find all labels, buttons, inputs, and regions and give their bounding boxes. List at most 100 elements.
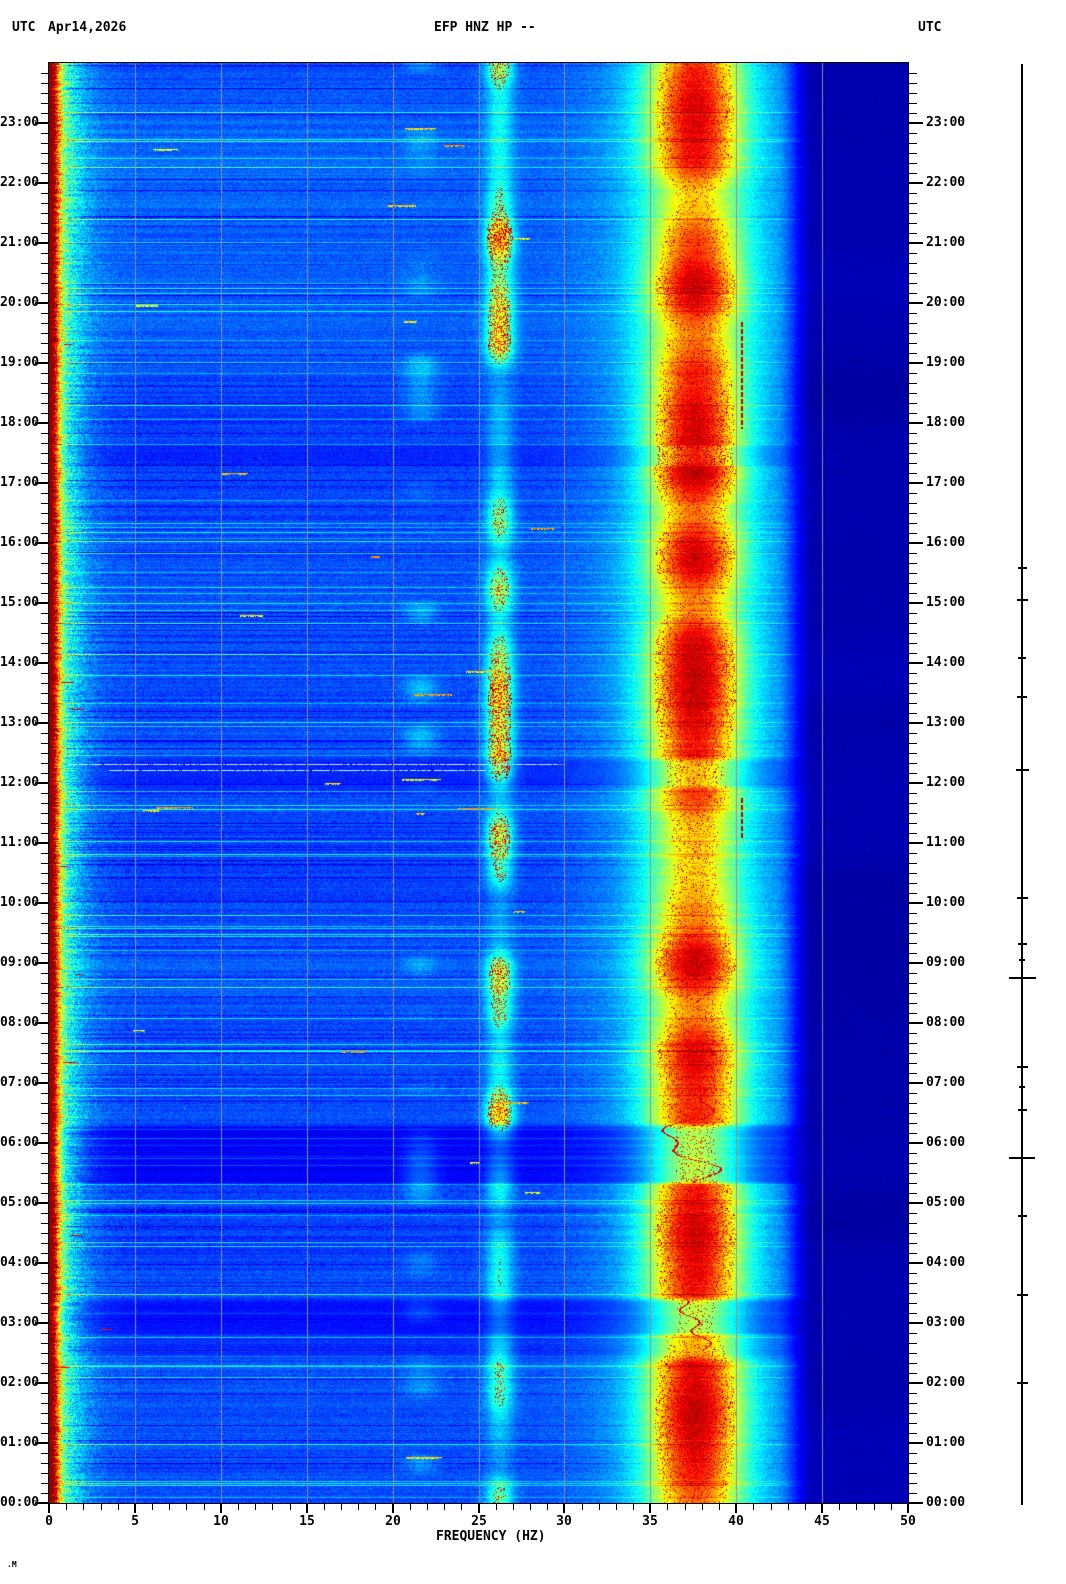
- hour-label-right: 08:00: [926, 1015, 966, 1030]
- freq-tick-major: [821, 1504, 823, 1513]
- minute-tick: [909, 393, 917, 394]
- minute-tick: [909, 1013, 917, 1014]
- hour-label-right: 09:00: [926, 955, 966, 970]
- minute-tick: [41, 1223, 49, 1224]
- minute-tick: [41, 793, 49, 794]
- minute-tick: [909, 983, 917, 984]
- minute-tick: [41, 163, 49, 164]
- minute-tick: [909, 133, 917, 134]
- minute-tick: [909, 253, 917, 254]
- hour-tick: [35, 1022, 49, 1024]
- minute-tick: [909, 403, 917, 404]
- minute-tick: [41, 73, 49, 74]
- minute-tick: [909, 1483, 917, 1484]
- hour-tick: [35, 782, 49, 784]
- minute-tick: [909, 1453, 917, 1454]
- minute-tick: [41, 513, 49, 514]
- hour-tick: [909, 902, 923, 904]
- minute-tick: [909, 83, 917, 84]
- minute-tick: [909, 823, 917, 824]
- hour-tick: [35, 1262, 49, 1264]
- minute-tick: [909, 263, 917, 264]
- minute-tick: [909, 273, 917, 274]
- hour-label-left: 05:00: [0, 1195, 40, 1210]
- minute-tick: [909, 773, 917, 774]
- minute-tick: [909, 973, 917, 974]
- hour-label-right: 11:00: [926, 835, 966, 850]
- minute-tick: [909, 1423, 917, 1424]
- amplitude-trace-mark: [1009, 1157, 1035, 1159]
- freq-tick-minor: [461, 1504, 462, 1510]
- hour-label-right: 01:00: [926, 1435, 966, 1450]
- hour-tick: [35, 722, 49, 724]
- freq-tick-minor: [186, 1504, 187, 1510]
- minute-tick: [909, 1163, 917, 1164]
- minute-tick: [909, 633, 917, 634]
- minute-tick: [41, 333, 49, 334]
- hour-tick: [35, 482, 49, 484]
- minute-tick: [909, 1393, 917, 1394]
- freq-tick-label: 10: [213, 1514, 229, 1529]
- freq-tick-minor: [169, 1504, 170, 1510]
- minute-tick: [41, 133, 49, 134]
- minute-tick: [909, 1123, 917, 1124]
- hour-label-left: 13:00: [0, 715, 40, 730]
- minute-tick: [41, 373, 49, 374]
- hour-label-left: 08:00: [0, 1015, 40, 1030]
- minute-tick: [909, 673, 917, 674]
- minute-tick: [41, 803, 49, 804]
- minute-tick: [909, 813, 917, 814]
- hour-tick: [35, 902, 49, 904]
- minute-tick: [909, 223, 917, 224]
- minute-tick: [909, 313, 917, 314]
- hour-tick: [909, 1262, 923, 1264]
- amplitude-trace-mark: [1016, 1294, 1028, 1296]
- minute-tick: [909, 1073, 917, 1074]
- amplitude-trace-mark: [1019, 959, 1025, 961]
- minute-tick: [41, 1183, 49, 1184]
- minute-tick: [41, 173, 49, 174]
- hour-tick: [909, 1022, 923, 1024]
- freq-tick-minor: [616, 1504, 617, 1510]
- minute-tick: [41, 593, 49, 594]
- minute-tick: [41, 473, 49, 474]
- freq-tick-minor: [375, 1504, 376, 1510]
- hour-tick: [35, 842, 49, 844]
- hour-label-left: 02:00: [0, 1375, 40, 1390]
- minute-tick: [909, 373, 917, 374]
- minute-tick: [909, 743, 917, 744]
- hour-label-left: 04:00: [0, 1255, 40, 1270]
- minute-tick: [909, 523, 917, 524]
- hour-label-right: 19:00: [926, 355, 966, 370]
- hour-tick: [909, 362, 923, 364]
- minute-tick: [41, 933, 49, 934]
- hour-tick: [35, 542, 49, 544]
- freq-tick-label: 25: [471, 1514, 487, 1529]
- hour-label-right: 10:00: [926, 895, 966, 910]
- station-title: EFP HNZ HP --: [434, 20, 536, 35]
- minute-tick: [909, 1313, 917, 1314]
- minute-tick: [909, 283, 917, 284]
- minute-tick: [41, 1393, 49, 1394]
- minute-tick: [909, 763, 917, 764]
- freq-tick-minor: [118, 1504, 119, 1510]
- minute-tick: [41, 873, 49, 874]
- minute-tick: [41, 493, 49, 494]
- freq-tick-minor: [599, 1504, 600, 1510]
- minute-tick: [909, 1053, 917, 1054]
- minute-tick: [41, 463, 49, 464]
- freq-tick-minor: [101, 1504, 102, 1510]
- minute-tick: [41, 633, 49, 634]
- minute-tick: [41, 643, 49, 644]
- hour-tick: [909, 302, 923, 304]
- hour-label-right: 14:00: [926, 655, 966, 670]
- minute-tick: [909, 853, 917, 854]
- minute-tick: [41, 1133, 49, 1134]
- hour-tick: [909, 482, 923, 484]
- minute-tick: [41, 383, 49, 384]
- minute-tick: [909, 873, 917, 874]
- hour-label-left: 03:00: [0, 1315, 40, 1330]
- minute-tick: [909, 893, 917, 894]
- minute-tick: [41, 143, 49, 144]
- hour-label-left: 17:00: [0, 475, 40, 490]
